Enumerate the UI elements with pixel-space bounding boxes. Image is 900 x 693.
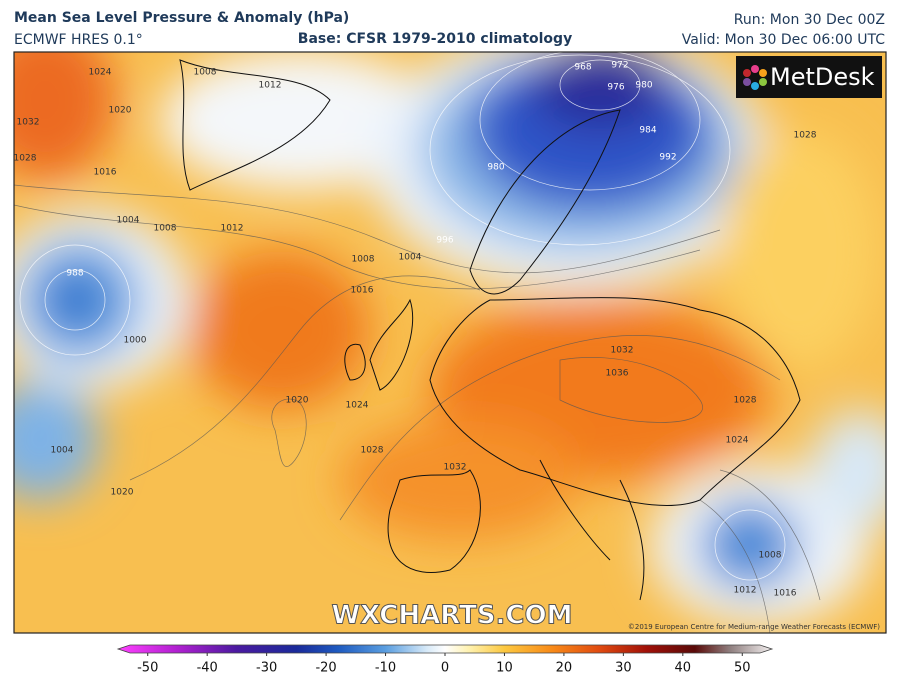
isobar-label: 980 (487, 163, 504, 173)
colorbar-tick-label: -40 (197, 661, 218, 676)
isobar-label: 1028 (14, 154, 37, 164)
isobar-label: 1020 (111, 488, 134, 498)
isobar-label: 1008 (352, 255, 375, 265)
colorbar-tick-label: 30 (615, 661, 632, 676)
isobar-label: 1000 (124, 336, 147, 346)
isobar-label: 1024 (89, 68, 112, 78)
isobar-label: 1024 (346, 401, 369, 411)
isobar-label: 1028 (794, 131, 817, 141)
colorbar-tick-label: 50 (734, 661, 751, 676)
map: 1024 1020 1016 1008 1012 1004 1008 988 1… (14, 52, 886, 633)
isobar-label: 1016 (351, 286, 374, 296)
isobar-label: 1004 (117, 216, 140, 226)
run: Run: Mon 30 Dec 00Z (734, 12, 885, 28)
colorbar-tick-label: 40 (675, 661, 692, 676)
isobar-label: 1008 (154, 224, 177, 234)
isobar-label: 1008 (194, 68, 217, 78)
isobar-label: 1032 (17, 118, 40, 128)
isobar-label: 1012 (259, 81, 282, 91)
colorbar-tick-label: -30 (256, 661, 277, 676)
watermark: WXCHARTS.COM (331, 601, 572, 631)
isobar-label: 980 (635, 81, 652, 91)
colorbar-tick-label: -50 (137, 661, 158, 676)
model: ECMWF HRES 0.1° (14, 32, 143, 48)
isobar-label: 972 (611, 61, 628, 71)
isobar-label: 1028 (734, 396, 757, 406)
isobar-label: 1008 (759, 551, 782, 561)
isobar-label: 1004 (51, 446, 74, 456)
isobar-label: 988 (66, 269, 83, 279)
colorbar-tick-label: 20 (556, 661, 573, 676)
logo-icon (743, 65, 767, 90)
isobar-label: 1024 (726, 436, 749, 446)
isobar-label: 1012 (734, 586, 757, 596)
isobar-label: 1020 (109, 106, 132, 116)
colorbar-tick-label: 0 (441, 661, 449, 676)
map-frame (13, 51, 887, 634)
isobar-label: 1016 (774, 589, 797, 599)
isobar-label: 1016 (94, 168, 117, 178)
isobar-label: 1028 (361, 446, 384, 456)
title: Mean Sea Level Pressure & Anomaly (hPa) (14, 10, 349, 26)
isobar-label: 992 (659, 153, 676, 163)
isobar-label: 976 (607, 83, 624, 93)
isobar-label: 984 (639, 126, 656, 136)
isobar-label: 1004 (399, 253, 422, 263)
isobar-label: 1020 (286, 396, 309, 406)
copyright: ©2019 European Centre for Medium-range W… (628, 623, 880, 631)
colorbar-tick-label: -20 (315, 661, 336, 676)
valid: Valid: Mon 30 Dec 06:00 UTC (682, 32, 885, 48)
isobar-label: 1036 (606, 369, 629, 379)
logo-box (736, 56, 882, 98)
isobar-label: 968 (574, 63, 591, 73)
logo-text: MetDesk (770, 63, 875, 91)
isobar-label: 1032 (444, 463, 467, 473)
colorbar: -50 -40 -30 -20 -10 0 10 20 30 40 50 (116, 644, 774, 676)
base: Base: CFSR 1979-2010 climatology (298, 31, 572, 47)
isobar-label: 1012 (221, 224, 244, 234)
isobar-label: 1032 (611, 346, 634, 356)
colorbar-tick-label: 10 (496, 661, 513, 676)
colorbar-tick-label: -10 (375, 661, 396, 676)
isobar-label: 996 (436, 236, 453, 246)
colorbar-bar (116, 644, 774, 654)
